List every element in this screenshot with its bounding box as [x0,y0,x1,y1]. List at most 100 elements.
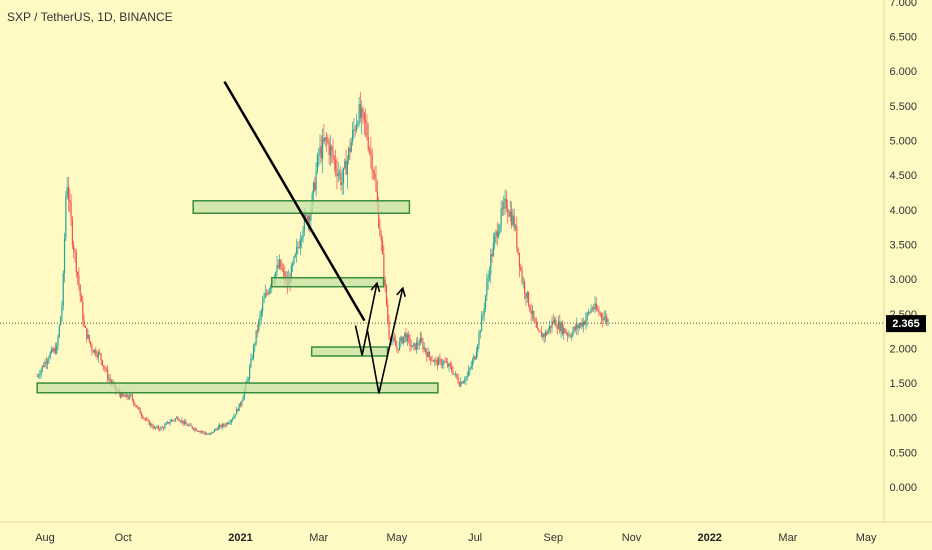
candle-body [560,323,562,332]
candle-body [564,328,566,333]
candle-body [135,405,137,408]
candle-body [496,231,498,238]
candle-body [499,224,501,232]
candle-body [95,349,97,356]
candle-body [432,360,434,362]
candle-body [213,429,216,433]
candle-body [578,325,580,328]
candle-body [153,427,156,429]
candle-body [561,323,564,334]
candle-body [503,202,505,209]
candle-body [462,381,464,384]
candle-body [256,330,259,332]
candle-body [235,408,238,415]
candle-body [250,358,252,368]
candle-body [328,142,330,156]
zone-1.45[interactable] [36,382,439,394]
y-tick-label: 4.000 [889,205,917,217]
x-tick-label: Jul [468,532,482,544]
candle-body [237,408,239,411]
zone-2.95[interactable] [271,276,385,288]
candle-body [246,379,248,383]
candle-body [402,336,405,344]
candle-body [565,332,567,334]
projection-arrow-long[interactable] [366,287,404,394]
zone-1.95[interactable] [310,346,389,357]
candle-body [143,418,145,419]
candle-body [365,120,367,123]
candle-body [203,431,205,433]
candle-body [576,324,578,330]
candle-body [552,321,554,323]
candle-body [100,353,102,360]
candle-body [36,376,38,377]
candle-body [142,415,144,419]
candle-body [376,190,378,205]
candle-body [146,419,148,421]
candle-body [306,214,308,224]
candle-body [234,414,236,416]
candle-body [423,347,425,350]
candle-body [315,171,317,191]
candle-body [226,423,229,424]
candle-body [299,241,302,248]
candle-body [195,428,197,431]
candle-body [547,330,549,335]
candle-body [351,129,354,142]
candle-body [594,303,596,310]
current-price-bg [886,315,926,333]
candle-body [220,425,222,428]
candle-body [106,369,109,379]
candle-body [104,367,106,370]
candle-body [216,429,218,431]
candle-body [448,363,450,367]
candle-body [516,226,518,248]
candle-body [276,265,278,273]
candle-body [329,146,332,156]
candle-body [319,146,321,155]
candle-body [557,321,560,329]
candle-body [482,313,484,317]
candle-body [277,265,279,268]
candle-body [443,361,445,365]
candle-body [388,320,390,339]
candle-body [524,281,526,294]
candle-body [357,123,359,125]
candle-body [587,312,590,314]
candle-body [554,319,556,323]
candle-body [508,213,510,217]
candle-body [324,137,326,142]
candle-body [305,214,307,216]
candle-body [488,274,491,278]
candle-body [73,244,75,252]
candle-body [604,316,607,318]
candle-body [60,316,62,326]
candle-body [189,424,191,426]
candle-body [517,247,519,254]
candle-body [241,401,243,406]
candle-body [322,138,324,159]
candle-body [358,104,360,124]
candle-body [63,237,66,274]
candle-body [533,310,535,319]
candle-body [99,352,101,354]
projection-arrow-short[interactable] [354,283,378,356]
candle-body [372,171,375,174]
y-tick-label: 6.000 [889,66,917,78]
x-tick-label: Nov [622,532,642,544]
candle-body [370,150,372,155]
candle-body [460,381,462,387]
candle-body [348,147,350,160]
candle-body [563,328,565,334]
candle-body [478,332,480,346]
candle-body [414,343,416,350]
candle-body [88,334,90,342]
candle-body [585,319,587,325]
candle-body [90,341,92,346]
candle-body [413,343,415,346]
resistance-trendline[interactable] [223,80,366,322]
y-tick-label: 3.000 [889,274,917,286]
candle-body [312,182,315,194]
